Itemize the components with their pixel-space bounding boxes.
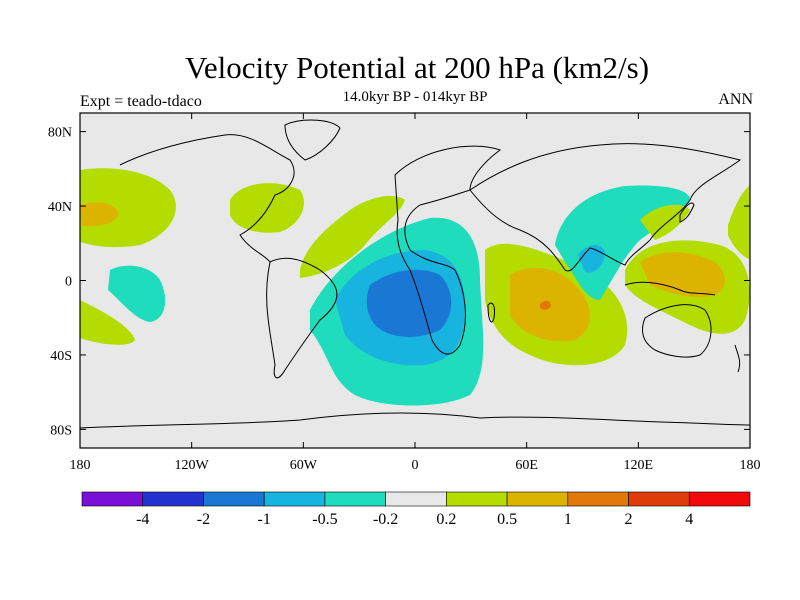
colorbar-box bbox=[567, 491, 629, 507]
colorbar-box bbox=[324, 491, 386, 507]
coastline-new-zealand bbox=[734, 344, 741, 373]
lon-tick-label: 180 bbox=[740, 458, 761, 473]
colorbar-label: 4 bbox=[685, 511, 693, 528]
colorbar-label: -0.2 bbox=[373, 511, 398, 528]
colorbar bbox=[81, 491, 751, 507]
lon-tick-label: 60W bbox=[290, 458, 318, 473]
colorbar-labels: -4 -2 -1 -0.5 -0.2 0.2 0.5 1 2 4 bbox=[136, 511, 693, 528]
colorbar-label: 0.2 bbox=[436, 511, 456, 528]
lat-tick-label: 80N bbox=[48, 126, 72, 141]
coastlines bbox=[80, 119, 750, 429]
colorbar-box bbox=[688, 491, 751, 507]
colorbar-label: -4 bbox=[136, 511, 149, 528]
colorbar-label: 2 bbox=[625, 511, 633, 528]
coastline-japan bbox=[679, 202, 695, 223]
lat-tick-label: 40N bbox=[48, 200, 72, 215]
contour-positive-south-pacific bbox=[80, 300, 135, 345]
coastline-south-america bbox=[266, 257, 338, 379]
contour-positive-north-america bbox=[230, 183, 304, 233]
contour-negative-east-pacific bbox=[108, 265, 166, 322]
contour-fills bbox=[80, 168, 750, 406]
season-label: ANN bbox=[718, 91, 753, 108]
colorbar-label: -1 bbox=[258, 511, 271, 528]
longitude-labels: 180 120W 60W 0 60E 120E 180 bbox=[70, 458, 761, 473]
map-subtitle: 14.0kyr BP - 014kyr BP bbox=[342, 89, 488, 105]
colorbar-box bbox=[81, 491, 144, 507]
contour-negative-south-atlantic-3 bbox=[366, 269, 452, 337]
contour-positive-atlantic bbox=[300, 195, 405, 278]
contour-positive-central-pacific bbox=[728, 185, 750, 260]
coastline-europe-africa bbox=[394, 145, 502, 355]
lat-tick-label: 0 bbox=[65, 275, 72, 290]
colorbar-box bbox=[385, 491, 447, 507]
lon-tick-label: 120W bbox=[175, 458, 210, 473]
colorbar-box bbox=[203, 491, 265, 507]
axis-ticks bbox=[79, 113, 751, 448]
colorbar-box bbox=[263, 491, 326, 507]
coastline-greenland bbox=[284, 119, 341, 161]
colorbar-box bbox=[446, 491, 508, 507]
lat-tick-label: 80S bbox=[50, 423, 72, 438]
lon-tick-label: 120E bbox=[624, 458, 654, 473]
lon-tick-label: 180 bbox=[70, 458, 91, 473]
latitude-labels: 80N 40N 0 40S 80S bbox=[48, 126, 72, 439]
coastline-antarctica bbox=[80, 412, 750, 429]
contour-positive-north-pacific bbox=[80, 168, 176, 248]
coastline-madagascar bbox=[487, 302, 495, 323]
lon-tick-label: 60E bbox=[515, 458, 538, 473]
map-title: Velocity Potential at 200 hPa (km2/s) bbox=[184, 50, 650, 85]
coastline-asia bbox=[469, 143, 742, 272]
coastline-australia bbox=[642, 304, 712, 358]
contour-negative-asia-core bbox=[578, 244, 605, 273]
lat-tick-label: 40S bbox=[50, 349, 72, 364]
colorbar-label: -2 bbox=[197, 511, 210, 528]
colorbar-box bbox=[142, 491, 204, 507]
colorbar-label: -0.5 bbox=[312, 511, 337, 528]
contour-positive-north-pacific-core bbox=[80, 202, 119, 227]
experiment-label: Expt = teado-tdaco bbox=[80, 93, 202, 110]
contour-positive-indian-ocean-peak bbox=[540, 300, 551, 310]
lon-tick-label: 0 bbox=[412, 458, 419, 473]
colorbar-box bbox=[628, 491, 690, 507]
coastline-north-america bbox=[119, 134, 295, 263]
colorbar-label: 0.5 bbox=[497, 511, 517, 528]
coastline-indonesia bbox=[624, 281, 716, 296]
contour-positive-west-pacific-core bbox=[640, 252, 726, 298]
colorbar-box bbox=[506, 491, 569, 507]
colorbar-label: 1 bbox=[564, 511, 572, 528]
